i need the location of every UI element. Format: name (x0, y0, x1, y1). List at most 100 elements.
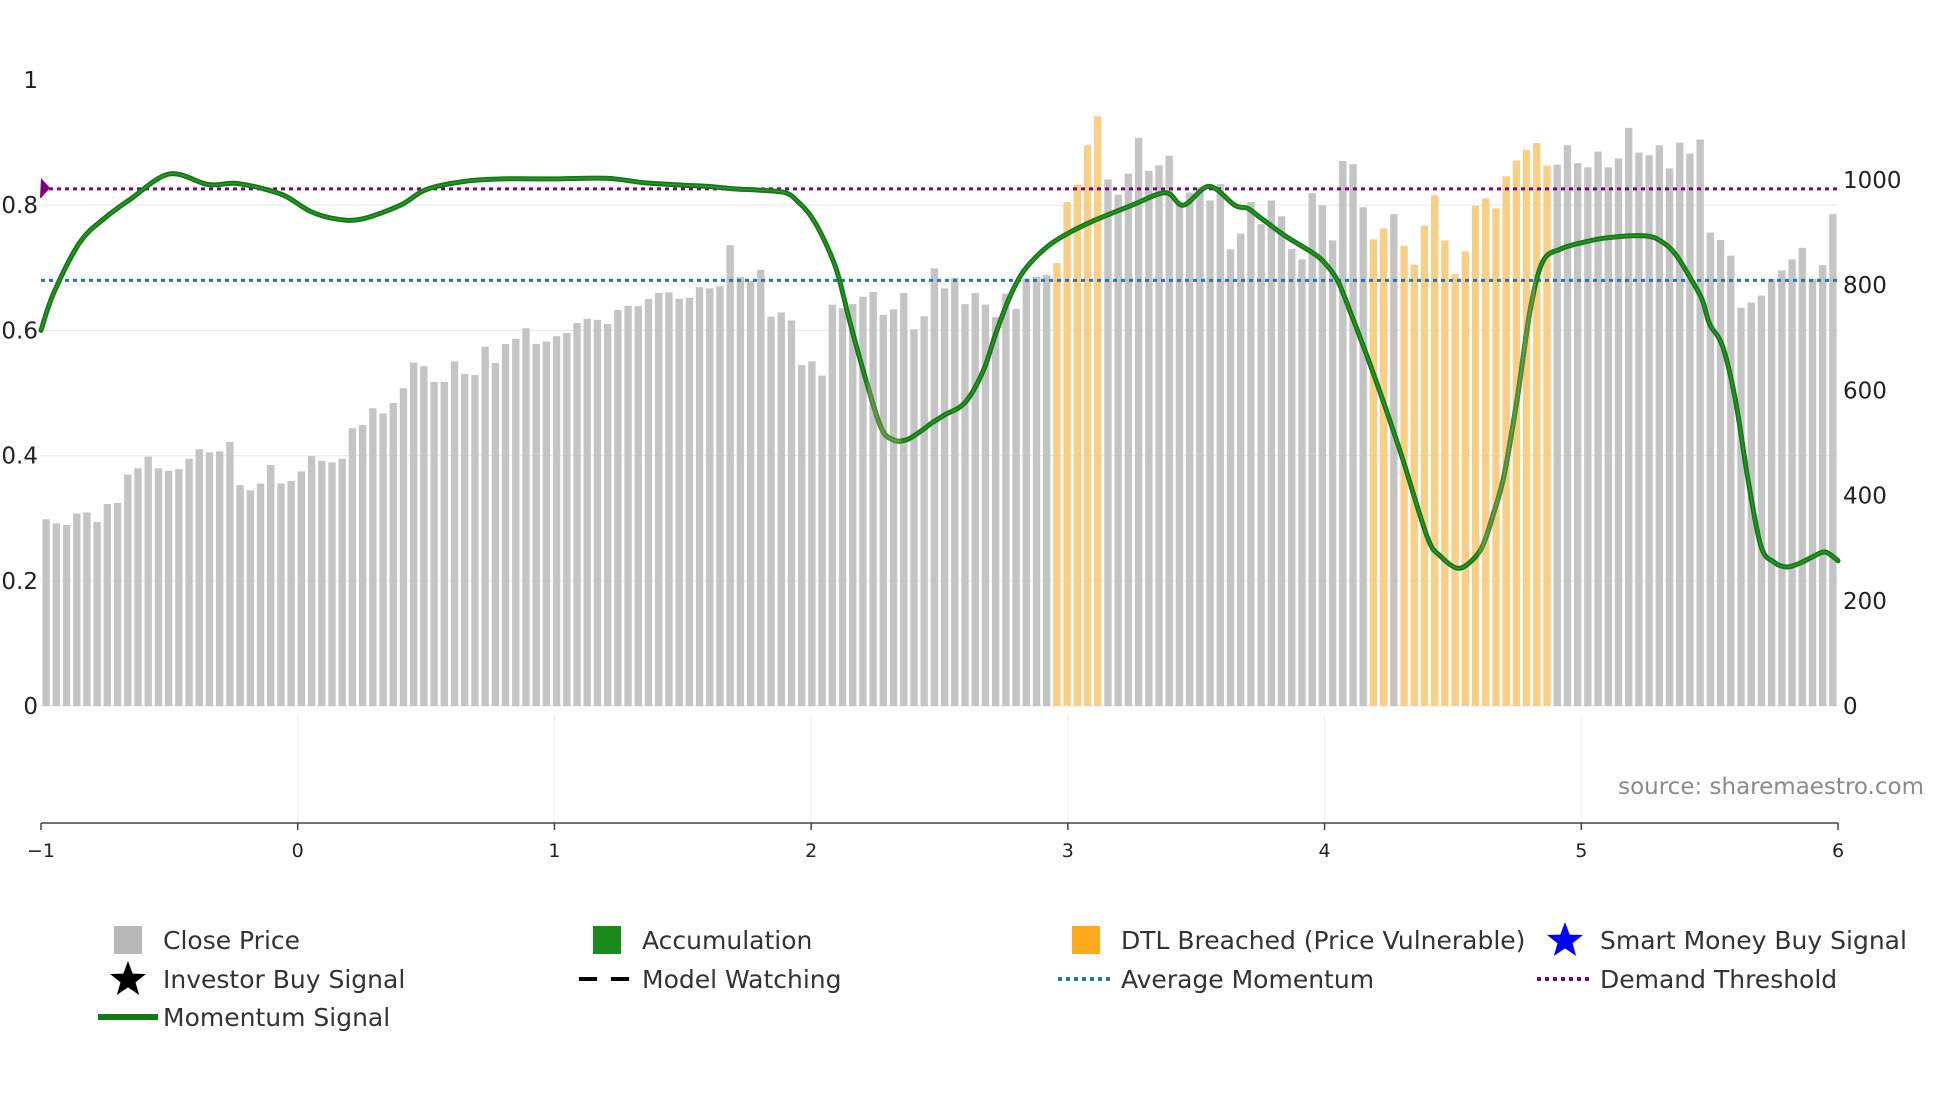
close-price-bar (1767, 278, 1776, 706)
close-price-bar (1471, 205, 1480, 707)
close-price-bar (777, 312, 785, 706)
close-price-bar (1808, 278, 1817, 706)
right-tick-label: 400 (1843, 484, 1887, 510)
close-price-bar (1104, 179, 1112, 707)
close-price-bar (1053, 263, 1061, 706)
close-price-bar (1349, 164, 1357, 707)
close-price-bar (1012, 308, 1020, 706)
close-price-bar (889, 309, 898, 706)
close-price-bar (481, 346, 489, 706)
close-price-bar (1298, 259, 1306, 706)
close-price-bar (1655, 145, 1663, 707)
close-price-bar (1502, 176, 1510, 706)
close-price-bar (808, 361, 816, 706)
demand-threshold-marker (40, 178, 50, 198)
close-price-bar (318, 460, 326, 706)
close-price-bar (991, 317, 1000, 706)
close-price-bar (1482, 198, 1490, 707)
left-tick-label: 0.8 (1, 193, 38, 219)
close-price-bar (154, 468, 163, 706)
close-price-bar (471, 375, 479, 706)
close-price-bar (1706, 232, 1715, 707)
close-price-bar (1318, 205, 1327, 706)
close-price-bar (1308, 193, 1316, 707)
close-price-bar (62, 525, 71, 706)
close-price-bar (1461, 251, 1469, 707)
close-price-bar (267, 465, 275, 706)
close-price-bar (1359, 207, 1367, 707)
close-price-bar (1237, 233, 1245, 707)
close-price-bar (603, 324, 612, 706)
close-price-bar (216, 451, 224, 706)
close-price-bar (1277, 216, 1286, 706)
close-price-bar (1257, 224, 1265, 706)
close-price-bar (726, 245, 734, 706)
close-price-bar (1451, 274, 1459, 706)
close-price-bar (1124, 173, 1133, 706)
close-price-bar (369, 408, 377, 706)
x-tick-label: 3 (1062, 840, 1074, 862)
close-price-bar (1625, 127, 1633, 707)
close-price-bar (1665, 168, 1674, 706)
close-price-bar (236, 485, 244, 706)
close-price-bar (246, 490, 254, 706)
left-tick-label: 0.2 (1, 569, 38, 595)
close-price-bar (1553, 164, 1561, 706)
momentum-signal-line (38, 171, 1841, 571)
close-price-bar (1645, 155, 1653, 707)
close-price-bar (1635, 152, 1643, 707)
close-price-bar (818, 375, 826, 706)
close-price-bar (1247, 202, 1255, 707)
close-price-bar (175, 469, 183, 706)
close-price-bar (1584, 167, 1592, 706)
close-price-bar (634, 306, 642, 706)
close-price-bar (1737, 307, 1745, 706)
close-price-bar (1563, 145, 1572, 707)
close-price-bar (1022, 278, 1030, 706)
close-price-bar (910, 329, 918, 706)
close-price-bar (205, 452, 214, 706)
close-price-bar (542, 341, 551, 706)
close-price-bar (195, 449, 203, 706)
close-price-bar (1431, 195, 1439, 706)
close-price-bar (971, 293, 979, 706)
close-price-bar (1512, 160, 1521, 707)
close-price-bar (338, 458, 346, 706)
close-price-bar (1757, 295, 1766, 706)
close-price-bar (695, 287, 704, 706)
left-tick-label: 1 (23, 68, 38, 94)
close-price-bar (1798, 247, 1806, 706)
close-price-bar (1145, 171, 1153, 706)
close-price-bar (42, 519, 50, 706)
close-price-bar (675, 298, 683, 706)
close-price-bar (287, 480, 295, 706)
close-price-bar (420, 366, 428, 706)
close-price-bar (144, 456, 152, 706)
close-price-bar (328, 462, 336, 706)
close-price-bar (1206, 200, 1214, 706)
close-price-bar (1083, 145, 1092, 707)
close-price-bar (614, 309, 622, 706)
close-price-bar (1410, 264, 1418, 706)
x-tick-label: 0 (292, 840, 304, 862)
close-price-bar (1032, 276, 1041, 706)
close-price-bar (951, 277, 959, 706)
close-price-bar (256, 483, 265, 706)
close-price-bar (1543, 165, 1551, 706)
close-price-bar (685, 297, 694, 706)
close-price-bar (134, 468, 142, 706)
close-price-bar (1175, 203, 1184, 706)
close-price-bar (103, 504, 112, 706)
close-price-bar (961, 304, 969, 706)
close-price-bar (1686, 153, 1694, 706)
left-tick-label: 0.4 (1, 444, 38, 470)
close-price-bar (113, 502, 122, 706)
close-price-bar (900, 293, 908, 706)
x-tick-label: 4 (1319, 840, 1331, 862)
close-price-bar (716, 286, 724, 706)
close-price-bar (1573, 163, 1582, 706)
close-price-bar (1492, 208, 1500, 707)
close-price-bar (501, 344, 510, 706)
close-price-bar (552, 336, 561, 706)
close-price-bar (491, 363, 500, 706)
